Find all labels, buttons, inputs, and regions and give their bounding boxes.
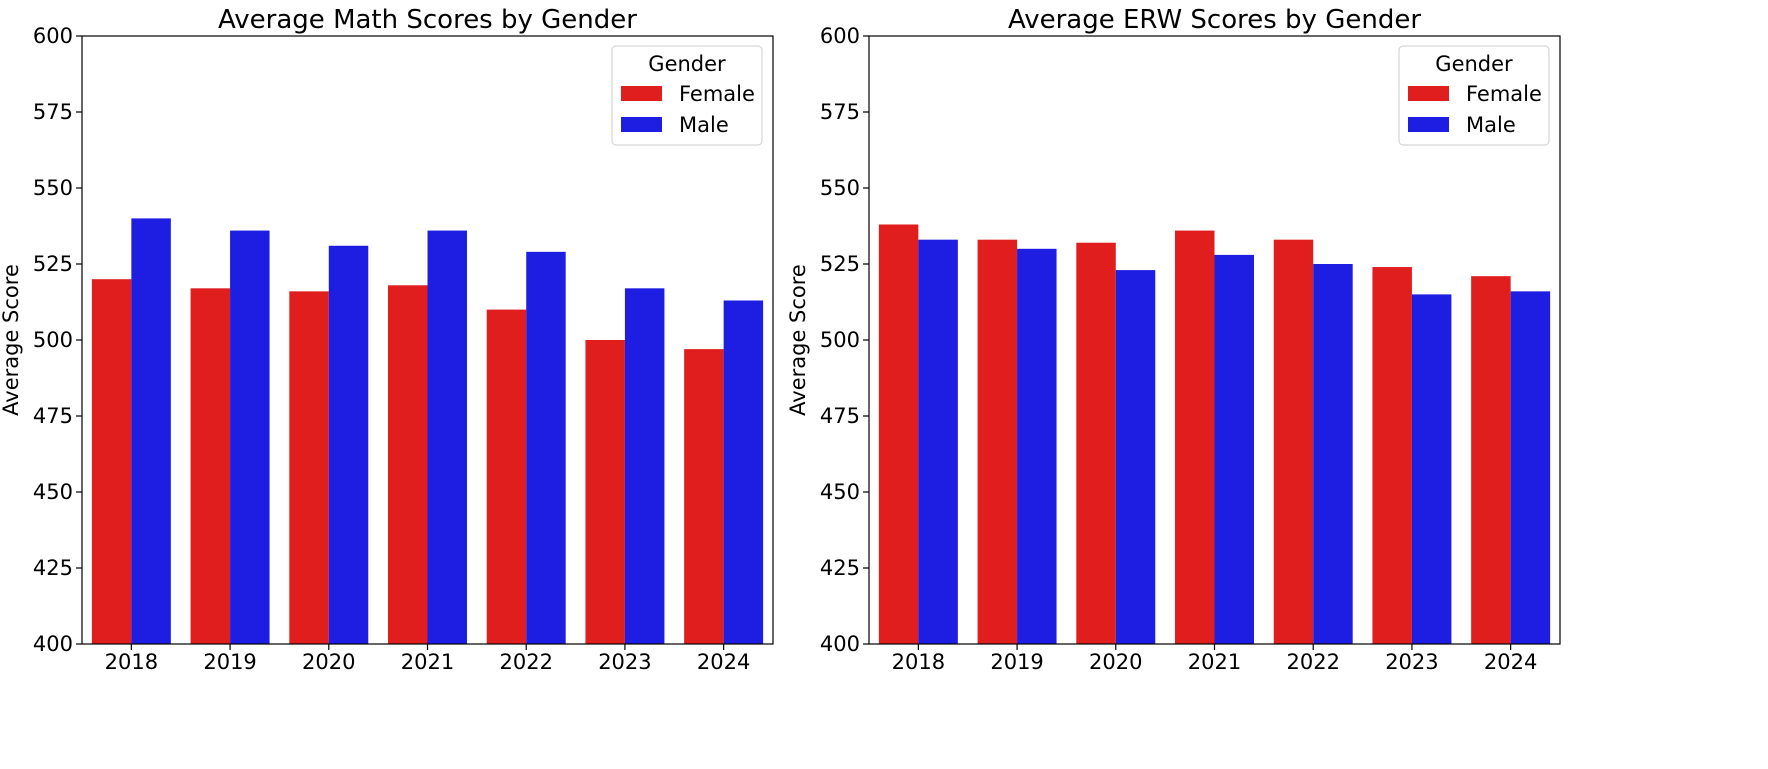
x-axis: 2018 2019 2020 2021 2022 2023 2024 xyxy=(105,644,750,674)
bar-female-2020 xyxy=(289,291,329,644)
bar-female-2018 xyxy=(878,224,919,645)
y-tick-label: 450 xyxy=(820,480,860,504)
charts-container: Average Math Scores by Gender 400 425 450 47… xyxy=(0,5,1561,674)
bar-male-2020 xyxy=(328,245,369,644)
y-axis: 400 425 450 475 500 525 550 575 600 xyxy=(820,24,869,656)
legend-label-female: Female xyxy=(1466,82,1542,106)
bar-male-2020 xyxy=(1115,270,1156,644)
bar-male-2019 xyxy=(1017,248,1057,645)
x-tick-label: 2020 xyxy=(302,650,355,674)
bar-male-2018 xyxy=(131,218,171,644)
bar-male-2022 xyxy=(1313,264,1353,644)
chart-title: Average Math Scores by Gender xyxy=(218,5,637,35)
bar-female-2024 xyxy=(1471,276,1511,644)
x-tick-label: 2023 xyxy=(1385,650,1438,674)
y-tick-label: 400 xyxy=(820,632,860,656)
bars-group xyxy=(878,224,1551,645)
bar-male-2022 xyxy=(526,251,566,644)
chart-panel-1: Average Math Scores by Gender 400 425 450 47… xyxy=(0,5,774,674)
y-axis-label: Average Score xyxy=(0,264,23,416)
bar-female-2018 xyxy=(91,279,132,644)
y-tick-label: 475 xyxy=(820,404,860,428)
bar-male-2024 xyxy=(1510,291,1551,644)
x-tick-label: 2018 xyxy=(105,650,158,674)
y-tick-label: 600 xyxy=(820,24,860,48)
y-tick-label: 525 xyxy=(820,252,860,276)
legend-label-female: Female xyxy=(679,82,755,106)
bar-female-2022 xyxy=(486,309,527,644)
bar-male-2018 xyxy=(918,239,958,644)
x-tick-label: 2024 xyxy=(697,650,750,674)
x-tick-label: 2023 xyxy=(598,650,651,674)
y-tick-label: 500 xyxy=(820,328,860,352)
bar-female-2024 xyxy=(684,349,724,644)
legend-label-male: Male xyxy=(679,113,729,137)
x-axis: 2018 2019 2020 2021 2022 2023 2024 xyxy=(892,644,1537,674)
legend-swatch-female xyxy=(1408,86,1449,101)
legend: Gender Female Male xyxy=(611,45,763,146)
y-tick-label: 475 xyxy=(33,404,73,428)
bar-female-2019 xyxy=(190,288,231,644)
y-tick-label: 400 xyxy=(33,632,73,656)
x-tick-label: 2024 xyxy=(1484,650,1537,674)
bars-group xyxy=(91,218,764,644)
y-tick-label: 550 xyxy=(820,176,860,200)
y-axis: 400 425 450 475 500 525 550 575 600 xyxy=(33,24,82,656)
y-tick-label: 425 xyxy=(820,556,860,580)
y-tick-label: 450 xyxy=(33,480,73,504)
x-tick-label: 2018 xyxy=(892,650,945,674)
bar-male-2023 xyxy=(624,288,665,644)
bar-male-2021 xyxy=(427,230,467,644)
legend-title: Gender xyxy=(648,52,726,76)
chart-panel-2: Average ERW Scores by Gender 400 425 450 475… xyxy=(786,5,1561,674)
x-tick-label: 2019 xyxy=(203,650,256,674)
y-tick-label: 600 xyxy=(33,24,73,48)
y-tick-label: 575 xyxy=(33,100,73,124)
legend-label-male: Male xyxy=(1466,113,1516,137)
bar-female-2022 xyxy=(1273,239,1314,644)
legend-title: Gender xyxy=(1435,52,1513,76)
bar-male-2023 xyxy=(1411,294,1452,644)
x-tick-label: 2021 xyxy=(1188,650,1241,674)
x-tick-label: 2022 xyxy=(499,650,552,674)
y-tick-label: 550 xyxy=(33,176,73,200)
x-tick-label: 2022 xyxy=(1286,650,1339,674)
bar-female-2020 xyxy=(1076,242,1116,644)
legend-swatch-male xyxy=(621,117,662,132)
bar-female-2021 xyxy=(1175,230,1215,644)
y-axis-label: Average Score xyxy=(786,264,810,416)
y-tick-label: 425 xyxy=(33,556,73,580)
bar-male-2024 xyxy=(723,300,764,644)
legend: Gender Female Male xyxy=(1398,45,1550,146)
bar-female-2023 xyxy=(1372,267,1412,644)
x-tick-label: 2021 xyxy=(401,650,454,674)
bar-male-2021 xyxy=(1214,254,1254,644)
y-tick-label: 500 xyxy=(33,328,73,352)
legend-swatch-female xyxy=(621,86,662,101)
y-tick-label: 525 xyxy=(33,252,73,276)
y-tick-label: 575 xyxy=(820,100,860,124)
legend-swatch-male xyxy=(1408,117,1449,132)
bar-male-2019 xyxy=(230,230,270,644)
bar-female-2023 xyxy=(585,340,625,644)
bar-female-2021 xyxy=(388,285,428,644)
x-tick-label: 2019 xyxy=(990,650,1043,674)
chart-title: Average ERW Scores by Gender xyxy=(1008,5,1421,35)
x-tick-label: 2020 xyxy=(1089,650,1142,674)
bar-female-2019 xyxy=(977,239,1018,644)
